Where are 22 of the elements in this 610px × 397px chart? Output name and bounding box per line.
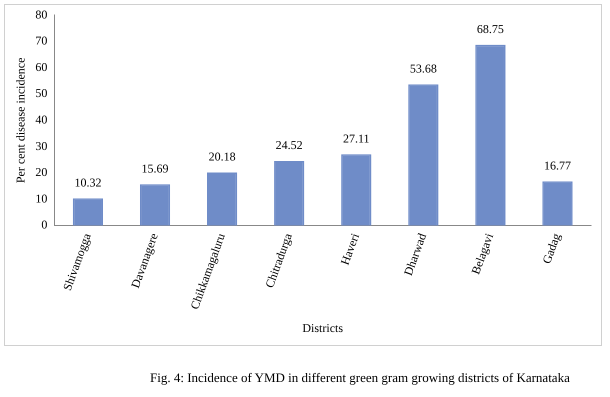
data-label: 27.11 bbox=[342, 131, 370, 146]
y-tick-label: 80 bbox=[35, 7, 48, 22]
y-tick-label: 0 bbox=[41, 218, 48, 232]
caption: Fig. 4: Incidence of YMD in different green gram growing districts of Karnataka bbox=[150, 370, 570, 386]
data-label: 68.75 bbox=[476, 22, 504, 36]
x-tick-label: Haveri bbox=[338, 230, 362, 267]
y-tick-label: 50 bbox=[35, 86, 48, 100]
x-tick-label: Gadag bbox=[539, 231, 564, 266]
y-tick-label: 40 bbox=[35, 112, 48, 127]
y-tick-label: 20 bbox=[35, 165, 48, 180]
y-tick-label: 60 bbox=[35, 60, 48, 74]
y-tick-label: 10 bbox=[35, 191, 48, 206]
data-label: 24.52 bbox=[276, 138, 303, 152]
data-label: 20.18 bbox=[208, 150, 236, 164]
data-label: 16.77 bbox=[544, 158, 571, 173]
y-axis-title: Per cent disease incidence bbox=[13, 58, 28, 184]
x-axis-title: Districts bbox=[302, 320, 344, 335]
y-tick-label: 30 bbox=[35, 138, 48, 153]
y-tick-label: 70 bbox=[35, 34, 48, 48]
data-label: 15.69 bbox=[142, 161, 169, 176]
data-label: 53.68 bbox=[410, 62, 437, 76]
data-label: 10.32 bbox=[74, 176, 102, 190]
